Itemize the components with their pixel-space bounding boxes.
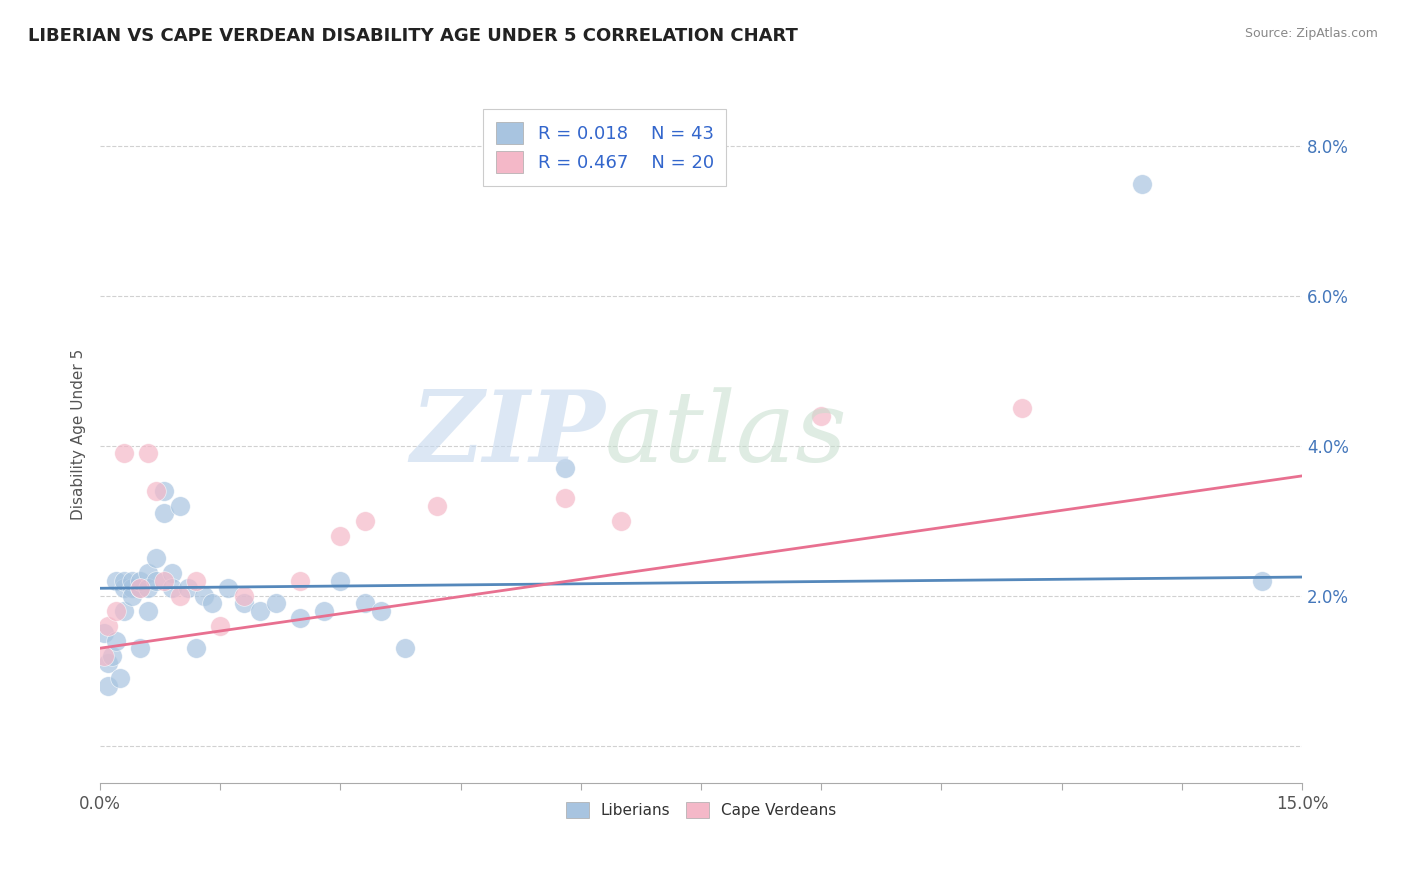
Point [290,574,312,588]
Point [233,596,256,610]
Point [105,574,128,588]
Point [129,641,152,656]
Point [329,574,352,588]
Point [97,656,120,670]
Point [93,648,115,663]
Point [209,618,232,632]
Point [136,446,159,460]
Text: ZIP: ZIP [411,386,605,483]
Point [162,581,184,595]
Point [426,499,449,513]
Point [105,604,128,618]
Point [610,514,633,528]
Point [169,499,191,513]
Point [112,604,135,618]
Legend: Liberians, Cape Verdeans: Liberians, Cape Verdeans [560,796,842,824]
Point [353,514,375,528]
Point [112,581,135,595]
Point [370,604,392,618]
Point [136,566,159,581]
Point [121,574,143,588]
Point [266,596,288,610]
Point [162,566,184,581]
Point [136,581,159,595]
Point [97,679,120,693]
Point [129,581,152,595]
Point [112,574,135,588]
Y-axis label: Disability Age Under 5: Disability Age Under 5 [72,349,86,520]
Point [186,641,208,656]
Point [810,409,832,423]
Point [145,483,167,498]
Point [97,618,120,632]
Text: Source: ZipAtlas.com: Source: ZipAtlas.com [1244,27,1378,40]
Point [249,604,271,618]
Point [290,611,312,625]
Point [193,589,215,603]
Point [101,648,124,663]
Point [177,581,200,595]
Point [108,671,131,685]
Point [217,581,239,595]
Point [145,551,167,566]
Point [145,574,167,588]
Point [153,507,176,521]
Point [329,529,352,543]
Point [105,633,128,648]
Point [129,581,152,595]
Point [153,574,176,588]
Point [353,596,375,610]
Point [169,589,191,603]
Point [121,581,143,595]
Point [1011,401,1033,416]
Point [1130,177,1153,191]
Point [394,641,416,656]
Text: atlas: atlas [605,387,848,483]
Point [554,491,576,506]
Point [186,574,208,588]
Point [121,589,143,603]
Point [129,574,152,588]
Point [233,589,256,603]
Point [153,483,176,498]
Point [112,446,135,460]
Point [201,596,224,610]
Point [136,604,159,618]
Point [314,604,336,618]
Point [93,626,115,640]
Text: LIBERIAN VS CAPE VERDEAN DISABILITY AGE UNDER 5 CORRELATION CHART: LIBERIAN VS CAPE VERDEAN DISABILITY AGE … [28,27,799,45]
Point [554,461,576,475]
Point [1251,574,1274,588]
